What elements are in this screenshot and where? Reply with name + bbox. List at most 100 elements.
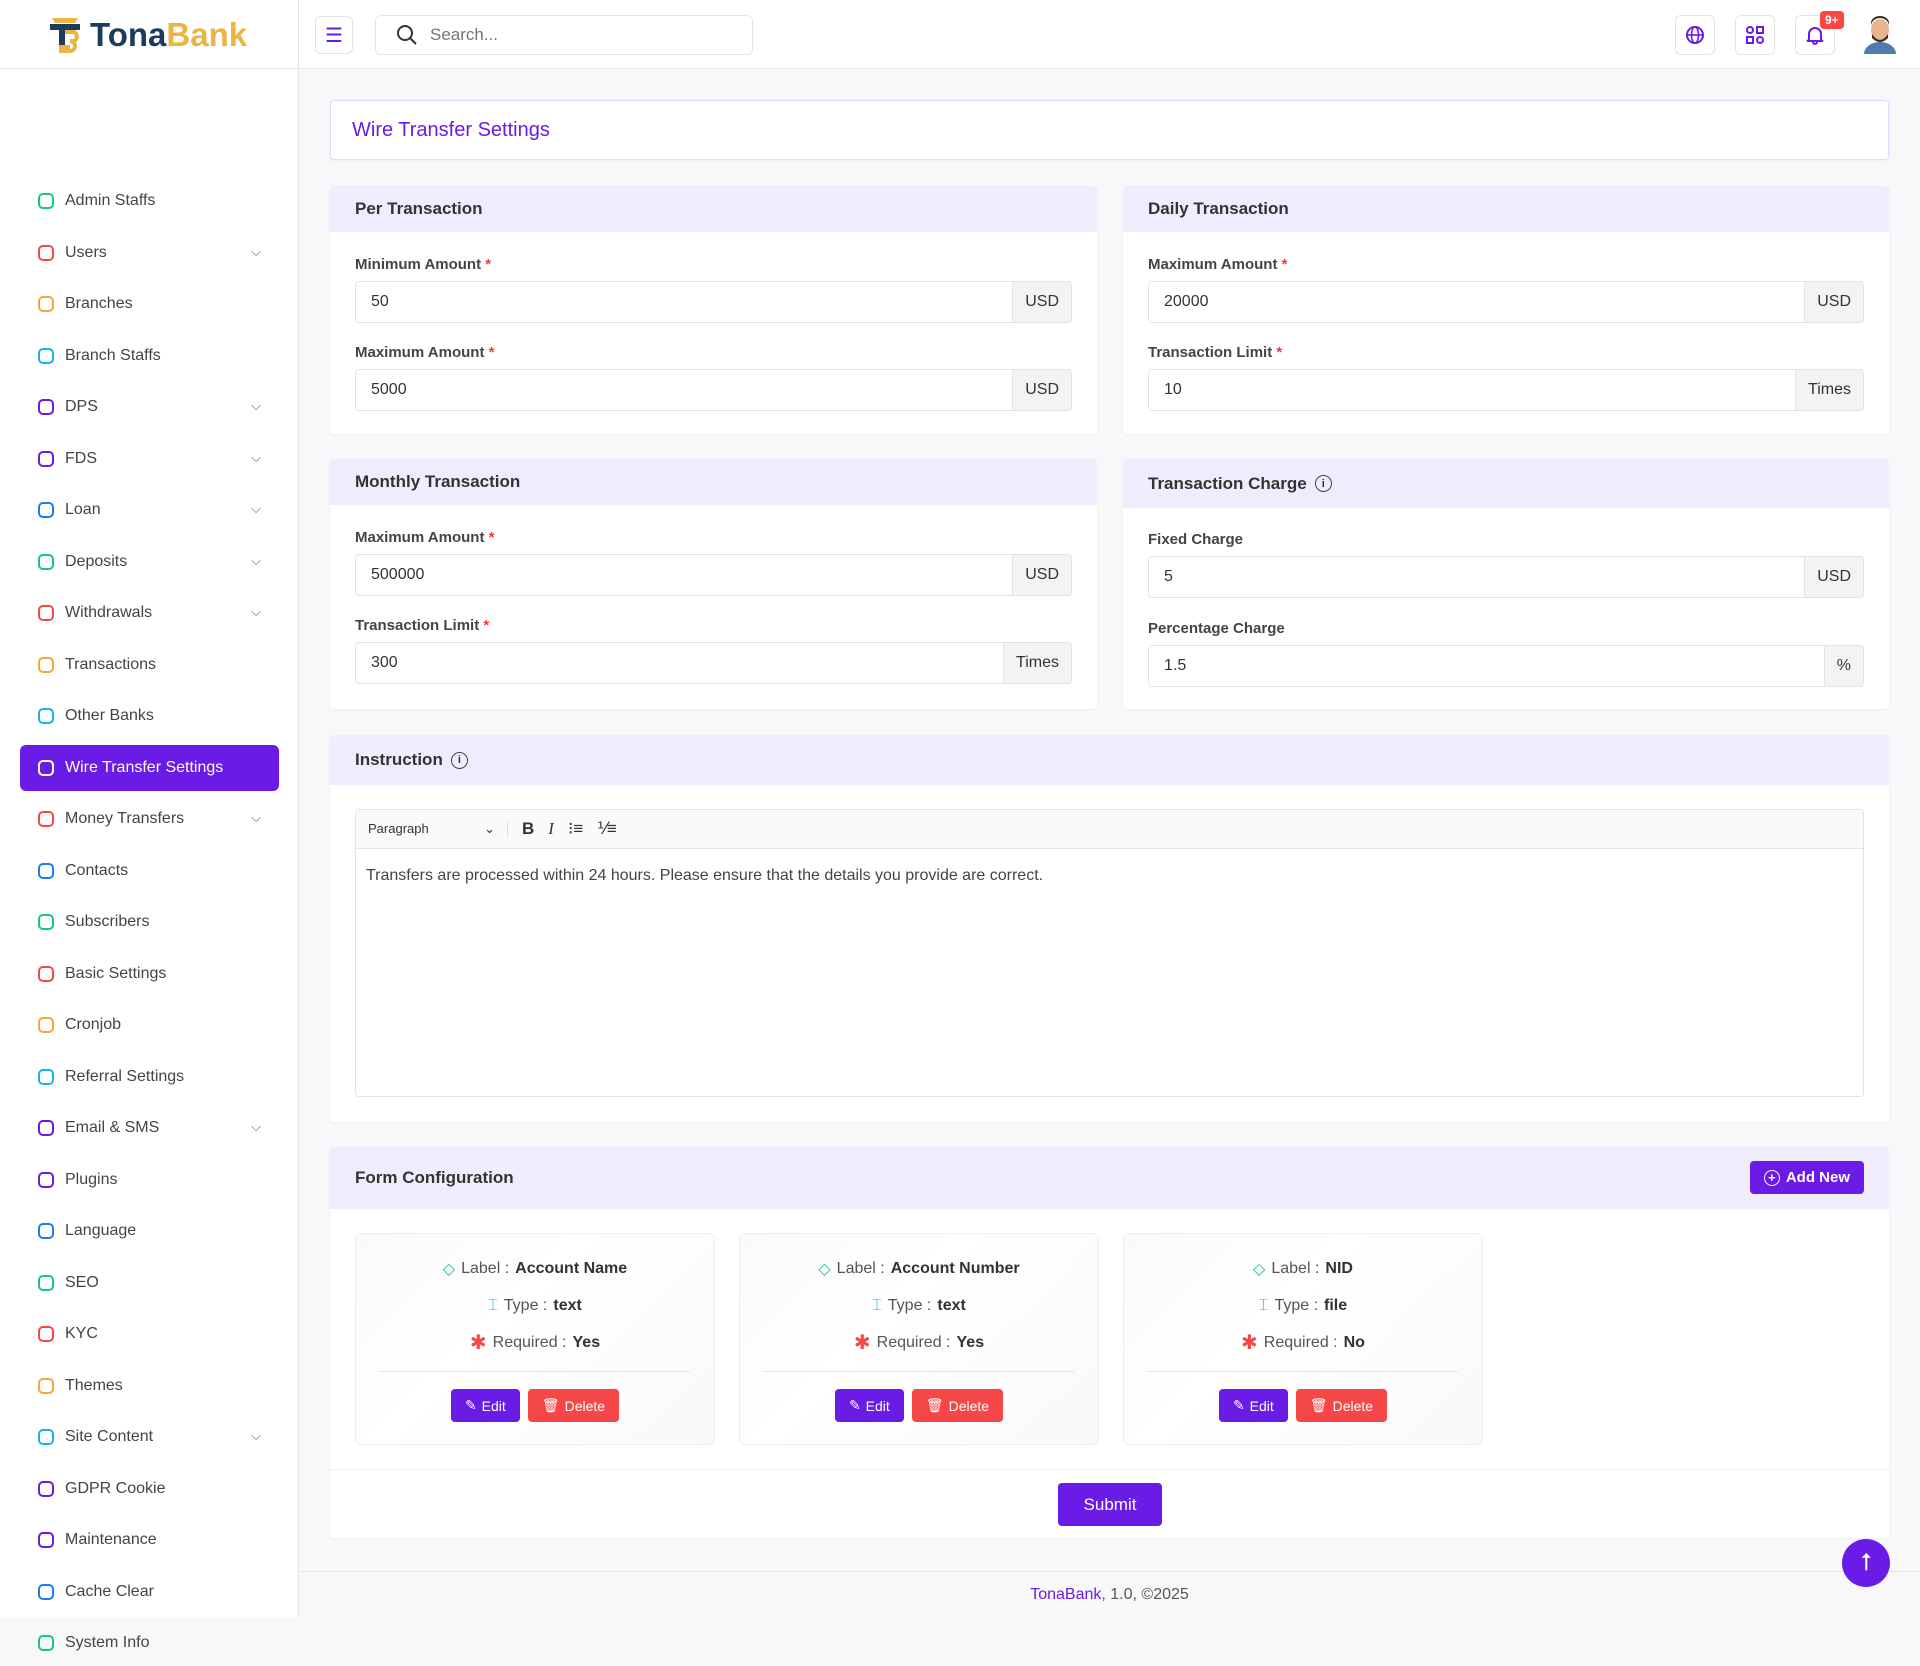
- delete-button[interactable]: 🗑 Delete: [527, 1389, 620, 1422]
- bulleted-list-button[interactable]: ⁝≡: [567, 819, 584, 838]
- sidebar-item-other-banks[interactable]: Other Banks: [20, 693, 279, 739]
- info-icon[interactable]: i: [1314, 475, 1332, 492]
- sidebar-item-loan[interactable]: Loan ⌵: [20, 487, 279, 533]
- sidebar-item-themes[interactable]: Themes: [20, 1363, 279, 1409]
- editor-content[interactable]: Transfers are processed within 24 hours.…: [366, 867, 1044, 884]
- monthly-max-amount-input[interactable]: [356, 555, 1013, 595]
- per-max-amount-input[interactable]: [356, 370, 1013, 410]
- numbered-list-button[interactable]: ⅟≡: [597, 819, 617, 838]
- monthly-limit-input[interactable]: [356, 643, 1004, 683]
- sidebar-item-label: Cache Clear: [65, 1582, 154, 1600]
- sidebar-item-label: GDPR Cookie: [65, 1479, 166, 1497]
- chevron-down-icon: ⌵: [251, 552, 261, 568]
- sidebar: Admin Staffs Users ⌵ Branches Branch Staffs D…: [0, 69, 299, 1651]
- sidebar-item-site-content[interactable]: Site Content ⌵: [20, 1414, 279, 1460]
- field-label: Maximum Amount *: [355, 529, 495, 546]
- sidebar-item-admin-staffs[interactable]: Admin Staffs: [20, 178, 279, 224]
- sidebar-item-label: FDS: [65, 449, 97, 467]
- sidebar-item-deposits[interactable]: Deposits ⌵: [20, 539, 279, 585]
- sidebar-item-contacts[interactable]: Contacts: [20, 848, 279, 894]
- edit-icon: ✎: [464, 1397, 477, 1413]
- grid-icon: [36, 1427, 56, 1447]
- sidebar-item-users[interactable]: Users ⌵: [20, 230, 279, 276]
- field-label: Percentage Charge: [1148, 620, 1285, 637]
- chevron-down-icon: ⌵: [251, 243, 261, 259]
- daily-max-amount-input[interactable]: [1149, 282, 1805, 322]
- sidebar-item-gdpr-cookie[interactable]: GDPR Cookie: [20, 1466, 279, 1512]
- language-button[interactable]: [1675, 15, 1715, 55]
- sidebar-item-email-sms[interactable]: Email & SMS ⌵: [20, 1105, 279, 1151]
- sidebar-item-label: SEO: [65, 1273, 99, 1291]
- edit-button[interactable]: ✎ Edit: [450, 1389, 520, 1422]
- sidebar-item-dps[interactable]: DPS ⌵: [20, 384, 279, 430]
- sidebar-item-basic-settings[interactable]: Basic Settings: [20, 951, 279, 997]
- chevron-down-icon: ⌵: [251, 449, 261, 465]
- sidebar-item-label: Branches: [65, 295, 133, 312]
- sidebar-item-referral-settings[interactable]: Referral Settings: [20, 1054, 279, 1100]
- info-icon: [36, 1633, 56, 1653]
- footer-brand-link[interactable]: TonaBank: [1030, 1586, 1102, 1603]
- edit-icon: ✎: [1232, 1397, 1245, 1413]
- card-header: Instruction i: [330, 735, 1889, 785]
- edit-button[interactable]: ✎ Edit: [834, 1389, 904, 1422]
- submit-button[interactable]: Submit: [1058, 1483, 1162, 1526]
- logo[interactable]: Tona Bank: [0, 0, 299, 69]
- sidebar-item-kyc[interactable]: KYC: [20, 1311, 279, 1357]
- sidebar-item-branch-staffs[interactable]: Branch Staffs: [20, 333, 279, 379]
- card-header: Transaction Charge i: [1123, 459, 1889, 508]
- sidebar-item-maintenance[interactable]: Maintenance: [20, 1517, 279, 1563]
- sidebar-item-cache-clear[interactable]: Cache Clear: [20, 1569, 279, 1615]
- italic-button[interactable]: I: [548, 819, 554, 838]
- bold-button[interactable]: B: [522, 819, 535, 838]
- daily-limit-input[interactable]: [1149, 370, 1796, 410]
- form-field-card: ◇ Label : Account Number ⌶ Type : text ✱ Requ…: [739, 1233, 1099, 1445]
- sidebar-item-seo[interactable]: SEO: [20, 1260, 279, 1306]
- sidebar-item-label: Subscribers: [65, 913, 150, 930]
- search-box[interactable]: [375, 15, 753, 55]
- paragraph-format-select[interactable]: Paragraph ⌄: [368, 821, 508, 837]
- notifications-button[interactable]: [1795, 15, 1835, 55]
- page-title: Wire Transfer Settings: [352, 118, 550, 141]
- search-input[interactable]: [430, 25, 730, 45]
- delete-button[interactable]: 🗑 Delete: [911, 1389, 1004, 1422]
- sidebar-item-label: Wire Transfer Settings: [65, 758, 224, 776]
- add-new-button[interactable]: + Add New: [1749, 1161, 1864, 1194]
- sidebar-item-system-info[interactable]: System Info: [20, 1620, 279, 1666]
- menu-toggle-button[interactable]: ☰: [315, 16, 353, 54]
- text-cursor-icon: ⌶: [488, 1296, 498, 1314]
- building-icon: [36, 449, 56, 469]
- cookie-icon: [36, 1479, 56, 1499]
- field-label: Fixed Charge: [1148, 531, 1244, 548]
- sidebar-item-language[interactable]: Language: [20, 1208, 279, 1254]
- edit-button[interactable]: ✎ Edit: [1218, 1389, 1288, 1422]
- sidebar-item-label: Email & SMS: [65, 1119, 160, 1136]
- percentage-charge-input[interactable]: [1149, 646, 1824, 686]
- info-icon[interactable]: i: [450, 751, 468, 769]
- sidebar-item-cronjob[interactable]: Cronjob: [20, 1002, 279, 1048]
- sidebar-item-fds[interactable]: FDS ⌵: [20, 436, 279, 482]
- tag-icon: ◇: [818, 1260, 831, 1278]
- apps-button[interactable]: [1735, 15, 1775, 55]
- fixed-charge-input[interactable]: [1149, 557, 1805, 597]
- text-cursor-icon: ⌶: [872, 1296, 882, 1314]
- sidebar-item-withdrawals[interactable]: Withdrawals ⌵: [20, 590, 279, 636]
- avatar[interactable]: [1862, 14, 1898, 54]
- sidebar-item-label: Plugins: [65, 1170, 118, 1188]
- delete-button[interactable]: 🗑 Delete: [1295, 1389, 1388, 1422]
- sidebar-item-label: Deposits: [65, 552, 128, 570]
- sidebar-item-transactions[interactable]: Transactions: [20, 642, 279, 688]
- bank-icon: [36, 706, 56, 726]
- sidebar-item-subscribers[interactable]: Subscribers: [20, 899, 279, 945]
- tools-icon: [36, 1530, 56, 1550]
- per-min-amount-input[interactable]: [356, 282, 1013, 322]
- sidebar-item-wire-transfer-settings[interactable]: Wire Transfer Settings: [20, 744, 279, 791]
- footer-text: , 1.0, ©2025: [1101, 1586, 1189, 1603]
- scroll-to-top-button[interactable]: ⭡: [1842, 1539, 1890, 1587]
- sidebar-item-label: Withdrawals: [65, 604, 153, 621]
- sidebar-item-plugins[interactable]: Plugins: [20, 1157, 279, 1203]
- globe-icon: [1686, 26, 1704, 44]
- sidebar-item-label: Contacts: [65, 861, 129, 879]
- sidebar-item-branches[interactable]: Branches: [20, 281, 279, 327]
- sidebar-item-money-transfers[interactable]: Money Transfers ⌵: [20, 796, 279, 842]
- money-icon: [36, 500, 56, 520]
